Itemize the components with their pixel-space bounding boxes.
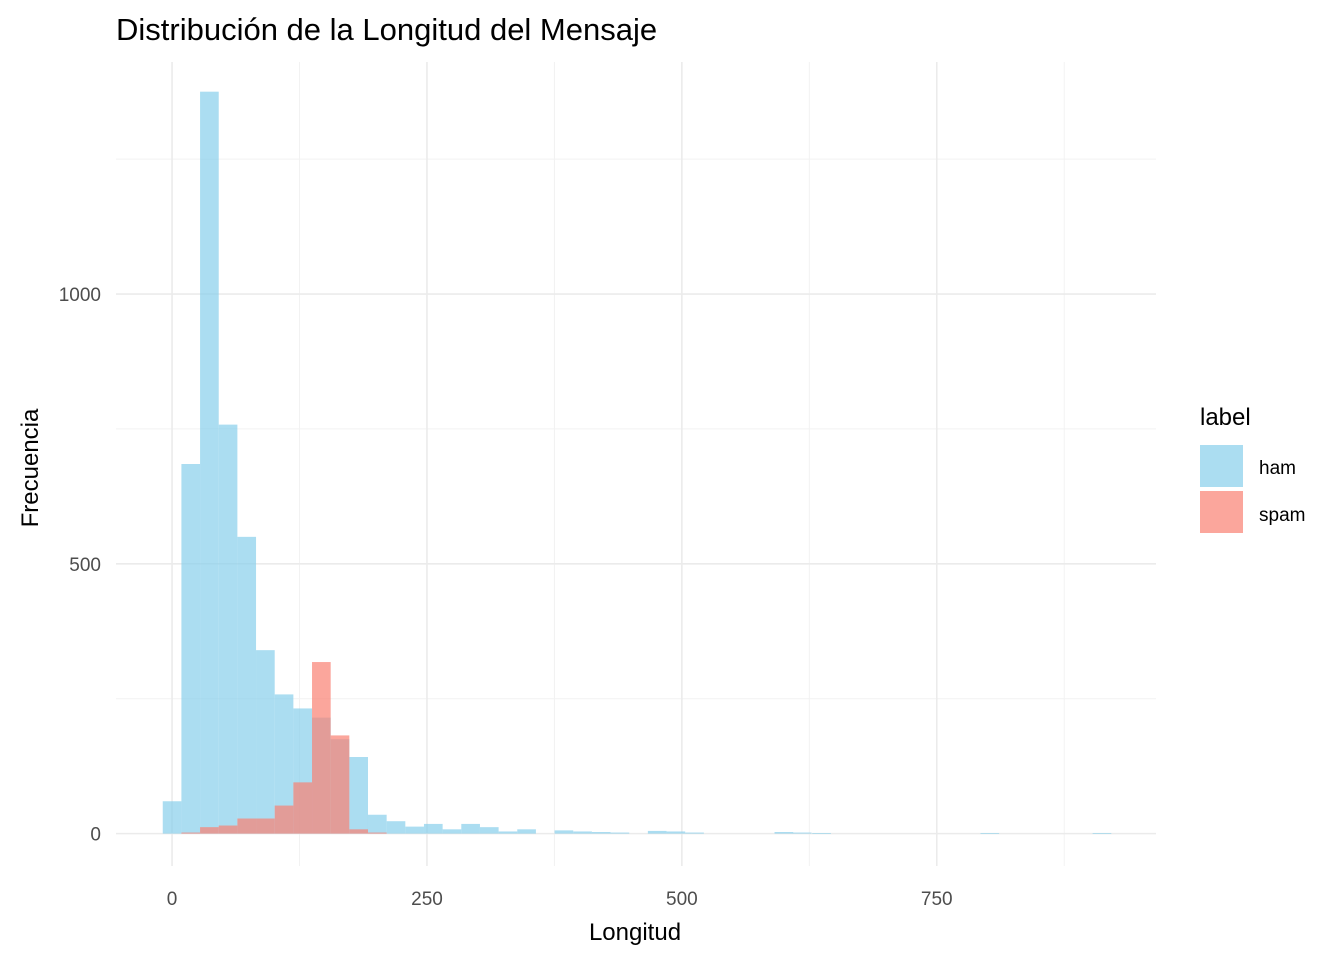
bar-ham [685,832,704,834]
bar-ham [554,830,574,834]
x-tick-label: 500 [666,889,698,910]
y-tick-label: 500 [69,555,101,576]
bar-ham [181,464,201,834]
bar-ham [573,831,592,834]
bar-ham [367,814,387,834]
chart-title: Distribución de la Longitud del Mensaje [116,12,657,47]
bar-spam [274,805,294,834]
bar-ham [423,823,443,834]
legend: label ham spam [1200,404,1305,533]
bar-ham [812,833,831,834]
legend-title: label [1200,404,1251,431]
bar-ham [591,832,611,834]
bar-spam [312,662,331,834]
bar-ham [218,424,238,834]
bar-ham [349,757,368,834]
x-tick-label: 0 [167,889,178,910]
legend-label-spam: spam [1259,505,1305,526]
bar-spam [218,825,238,834]
bar-spam [181,832,201,834]
y-tick-label: 0 [90,825,101,846]
bar-ham [666,831,686,834]
bar-ham [792,832,812,834]
bar-ham [647,830,667,834]
bar-spam [330,735,350,834]
bar-spam [367,832,387,834]
bar-ham [498,831,518,834]
bar-ham [274,694,294,834]
x-axis-ticks: 0 250 500 750 [167,889,953,910]
bar-ham [405,826,424,834]
legend-label-ham: ham [1259,458,1296,479]
bar-ham [162,801,182,834]
x-tick-label: 250 [411,889,443,910]
bar-ham [1092,833,1112,834]
bar-ham [610,832,630,834]
bar-ham [386,821,406,834]
bar-ham [200,91,219,834]
y-axis-title: Frecuencia [17,408,44,527]
bar-ham [517,829,536,834]
y-tick-label: 1000 [59,285,101,306]
bar-ham [256,650,275,834]
x-axis-title: Longitud [589,919,681,946]
bar-ham [774,832,794,834]
bar-ham [980,833,1000,834]
legend-swatch-ham [1200,445,1243,487]
bar-spam [256,818,275,834]
x-tick-label: 750 [921,889,953,910]
legend-swatch-spam [1200,491,1243,533]
bar-ham [461,823,480,834]
bar-spam [237,818,257,834]
bar-ham [442,829,462,834]
bars [162,91,1112,834]
bar-spam [349,829,368,834]
y-axis-ticks: 0 500 1000 [59,285,101,846]
bar-spam [200,827,219,834]
bar-ham [479,827,499,834]
bar-spam [293,782,313,834]
bar-ham [237,536,257,834]
